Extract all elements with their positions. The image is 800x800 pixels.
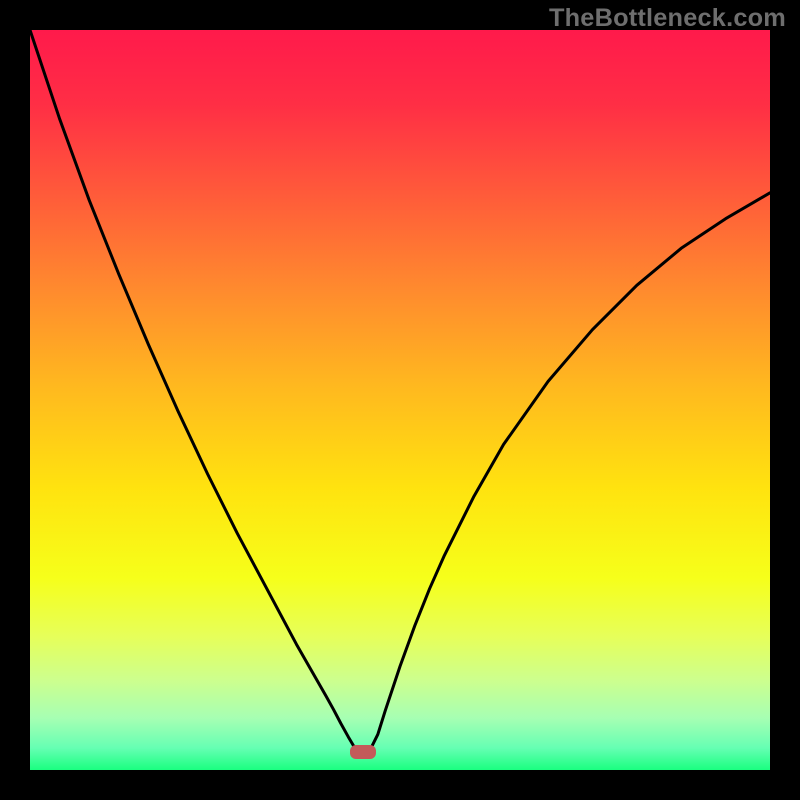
bottleneck-curve (30, 30, 770, 770)
curve-path (30, 30, 770, 752)
chart-outer: TheBottleneck.com (0, 0, 800, 800)
optimum-marker (350, 745, 376, 759)
plot-area (30, 30, 770, 770)
watermark-text: TheBottleneck.com (549, 4, 786, 33)
